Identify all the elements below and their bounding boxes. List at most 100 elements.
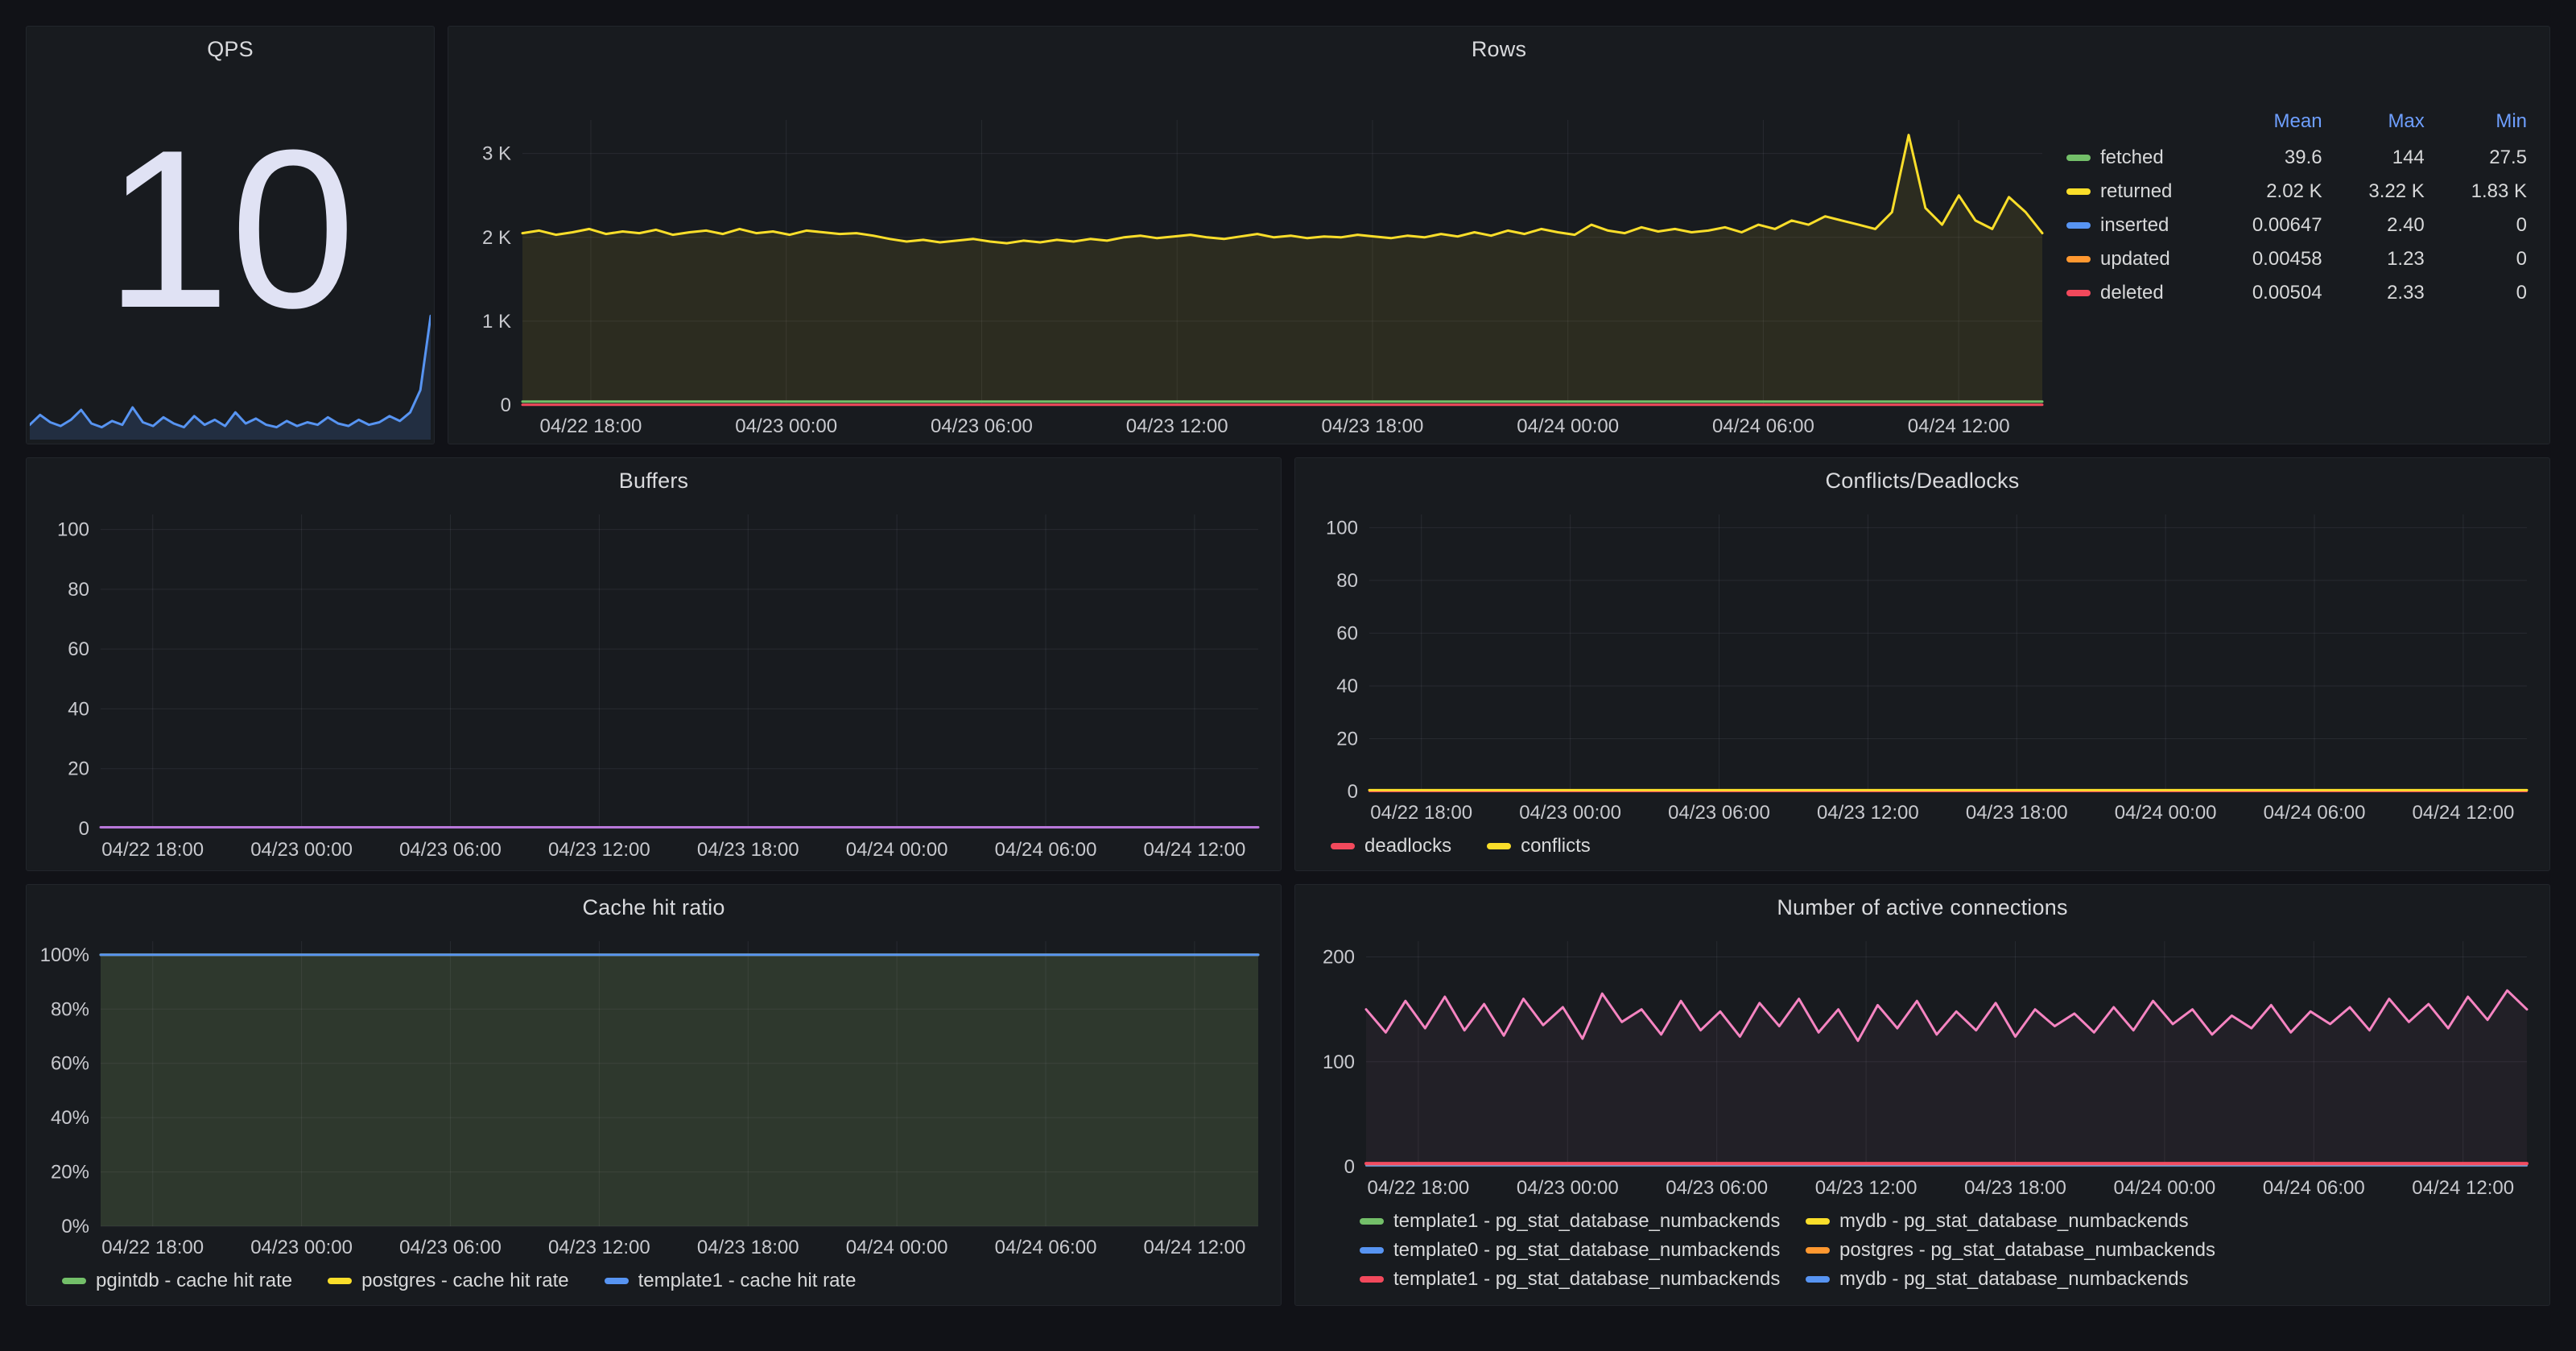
y-axis-tick-label: 40 (68, 698, 89, 720)
panel-title-qps[interactable]: QPS (207, 36, 254, 61)
x-axis-tick-label: 04/24 12:00 (2413, 802, 2515, 824)
dashboard-row-3: Cache hit ratio 0% 20% 40% 60% 80% 100% 04/22 … (26, 884, 2550, 1306)
legend-stat-value: 0.00458 (2252, 248, 2322, 270)
chart-svg-cache-hit-ratio: 0% 20% 40% 60% 80% 100% 04/22 18:00 04/23 00:00… (40, 941, 1260, 1258)
legend-stat-value: 0.00504 (2252, 282, 2322, 304)
x-axis-tick-label: 04/24 06:00 (2264, 802, 2366, 824)
legend-label: template1 - pg_stat_database_numbackends (1393, 1268, 1781, 1290)
panel-buffers: Buffers 0 20 40 60 80 100 04/22 18:00 04/23 00:… (26, 457, 1282, 871)
legend-stat-value: 0 (2516, 248, 2527, 270)
legend-item-returned[interactable]: returned (2066, 180, 2202, 203)
x-axis-tick-label: 04/24 00:00 (846, 1237, 948, 1258)
legend-label: postgres - cache hit rate (361, 1270, 569, 1291)
conflicts-body: 0 20 40 60 80 100 04/22 18:00 04/23 00:00 04/23 … (1295, 503, 2549, 870)
legend-name-cell: deleted (2066, 276, 2202, 310)
panel-title-active-connections[interactable]: Number of active connections (1777, 894, 2068, 919)
x-axis-tick-label: 04/24 06:00 (995, 839, 1097, 861)
y-axis-tick-label: 200 (1323, 947, 1355, 969)
legend-label: deadlocks (1364, 835, 1452, 857)
y-axis-tick-label: 1 K (482, 311, 511, 333)
legend-table-row-deleted: deleted 0.00504 2.33 0 (2066, 276, 2527, 310)
legend-swatch (1360, 1247, 1384, 1254)
legend-swatch (1331, 843, 1355, 849)
panel-conflicts-deadlocks: Conflicts/Deadlocks 0 20 40 60 80 100 04/22 18… (1294, 457, 2550, 871)
legend-item-postgres-pg-stat-database-numbackends[interactable]: postgres - pg_stat_database_numbackends (1806, 1239, 2537, 1262)
chart-svg-rows: 0 1 K 2 K 3 K 04/22 18:00 04/23 00:00 04/23 06… (482, 120, 2044, 437)
x-axis-tick-label: 04/23 12:00 (1126, 415, 1228, 437)
panel-title-cache-hit-ratio[interactable]: Cache hit ratio (582, 894, 725, 919)
series-line-returned[interactable] (521, 134, 2044, 245)
active-connections-chart[interactable]: 0 100 200 04/22 18:00 04/23 00:00 04/23 06:00… (1302, 930, 2543, 1205)
legend-stat-value: 2.40 (2387, 214, 2425, 236)
y-axis-tick-label: 100 (1326, 517, 1358, 539)
legend-item-template1-pg-stat-database-numbackends[interactable]: template1 - pg_stat_database_numbackends (1360, 1210, 1786, 1233)
legend-label: returned (2100, 180, 2173, 202)
chart-svg-conflicts-deadlocks: 0 20 40 60 80 100 04/22 18:00 04/23 00:00 04/23 … (1326, 514, 2529, 824)
legend-stat-value: 39.6 (2284, 147, 2322, 168)
panel-title-buffers[interactable]: Buffers (618, 468, 689, 493)
legend-col-name (2066, 107, 2202, 141)
y-axis-tick-label: 20 (1336, 728, 1358, 750)
y-axis-tick-label: 0% (61, 1216, 89, 1237)
legend-item-updated[interactable]: updated (2066, 248, 2202, 271)
legend-item-inserted[interactable]: inserted (2066, 214, 2202, 237)
legend-stat-value: 0 (2516, 214, 2527, 236)
panel-title-rows[interactable]: Rows (1471, 36, 1527, 61)
legend-stat-value: 0.00647 (2252, 214, 2322, 236)
legend-col-mean[interactable]: Mean (2273, 110, 2322, 132)
legend-swatch (2066, 256, 2091, 262)
rows-chart[interactable]: 0 1 K 2 K 3 K 04/22 18:00 04/23 00:00 04/23 06… (455, 72, 2058, 444)
legend-swatch (1360, 1276, 1384, 1283)
x-axis-tick-label: 04/24 06:00 (2263, 1177, 2365, 1199)
cache-hit-ratio-chart[interactable]: 0% 20% 40% 60% 80% 100% 04/22 18:00 04/23 00:00… (33, 930, 1274, 1265)
legend-stat-value: 1.83 K (2471, 180, 2527, 202)
chart-svg-buffers: 0 20 40 60 80 100 04/22 18:00 04/23 00:00 04/23 … (57, 514, 1260, 861)
buffers-chart[interactable]: 0 20 40 60 80 100 04/22 18:00 04/23 00:00 04/23 … (33, 503, 1274, 867)
x-axis-tick-label: 04/23 18:00 (1966, 802, 2068, 824)
legend-label: deleted (2100, 282, 2164, 304)
panel-rows: Rows 0 1 K 2 K 3 K 04/22 18:00 04/23 00:00 04/… (448, 26, 2550, 444)
legend-item-pgintdb-cache-hit-rate[interactable]: pgintdb - cache hit rate (62, 1270, 292, 1292)
legend-swatch (2066, 222, 2091, 229)
legend-item-deleted[interactable]: deleted (2066, 282, 2202, 304)
conflicts-deadlocks-chart[interactable]: 0 20 40 60 80 100 04/22 18:00 04/23 00:00 04/23 … (1302, 503, 2543, 830)
legend-item-postgres-cache-hit-rate[interactable]: postgres - cache hit rate (328, 1270, 569, 1292)
x-axis-tick-label: 04/23 00:00 (1517, 1177, 1619, 1199)
legend-item-template1-pg-stat-database-numbackends[interactable]: template1 - pg_stat_database_numbackends (1360, 1268, 1786, 1291)
panel-title-conflicts-deadlocks[interactable]: Conflicts/Deadlocks (1825, 468, 2020, 493)
legend-item-mydb-pg-stat-database-numbackends[interactable]: mydb - pg_stat_database_numbackends (1806, 1210, 2537, 1233)
legend-col-min[interactable]: Min (2496, 110, 2527, 132)
y-axis-tick-label: 20% (51, 1162, 89, 1184)
x-axis-tick-label: 04/24 12:00 (2412, 1177, 2514, 1199)
qps-stat-value: 10 (105, 104, 356, 355)
x-axis-tick-label: 04/23 12:00 (1817, 802, 1919, 824)
legend-item-template0-pg-stat-database-numbackends[interactable]: template0 - pg_stat_database_numbackends (1360, 1239, 1786, 1262)
series-fill-qps (30, 316, 431, 440)
legend-name-cell: updated (2066, 242, 2202, 276)
x-axis-tick-label: 04/24 12:00 (1144, 1237, 1246, 1258)
y-axis-tick-label: 0 (79, 818, 89, 840)
series-fill-pgintdb-cache-hit-rate (101, 954, 1258, 1226)
legend-item-deadlocks[interactable]: deadlocks (1331, 835, 1451, 857)
legend-item-mydb-pg-stat-database-numbackends[interactable]: mydb - pg_stat_database_numbackends (1806, 1268, 2537, 1291)
x-axis-tick-label: 04/23 00:00 (250, 839, 353, 861)
legend-stat-value: 27.5 (2489, 147, 2527, 168)
legend-col-max[interactable]: Max (2388, 110, 2425, 132)
series-line-qps[interactable] (30, 314, 431, 429)
qps-sparkline-chart[interactable] (30, 300, 431, 441)
series-fill-mydb-pg-stat-database-numbackends (1366, 990, 2527, 1167)
legend-stat-value: 144 (2392, 147, 2425, 168)
y-axis-tick-label: 100% (40, 944, 89, 966)
legend-item-conflicts[interactable]: conflicts (1487, 835, 1591, 857)
panel-cache-hit-ratio: Cache hit ratio 0% 20% 40% 60% 80% 100% 04/22 … (26, 884, 1282, 1306)
legend-item-fetched[interactable]: fetched (2066, 147, 2202, 169)
series-line-mydb-pg-stat-database-numbackends[interactable] (1364, 989, 2529, 1043)
x-axis-tick-label: 04/23 00:00 (1519, 802, 1621, 824)
legend-stat-value: 2.33 (2387, 282, 2425, 304)
x-axis-tick-label: 04/23 00:00 (250, 1237, 353, 1258)
y-axis-tick-label: 60% (51, 1053, 89, 1075)
cache-legend: pgintdb - cache hit rate postgres - cache… (33, 1265, 1274, 1302)
legend-item-template1-cache-hit-rate[interactable]: template1 - cache hit rate (604, 1270, 856, 1292)
y-axis-tick-label: 40 (1336, 676, 1358, 697)
dashboard-row-2: Buffers 0 20 40 60 80 100 04/22 18:00 04/23 00:… (26, 457, 2550, 871)
